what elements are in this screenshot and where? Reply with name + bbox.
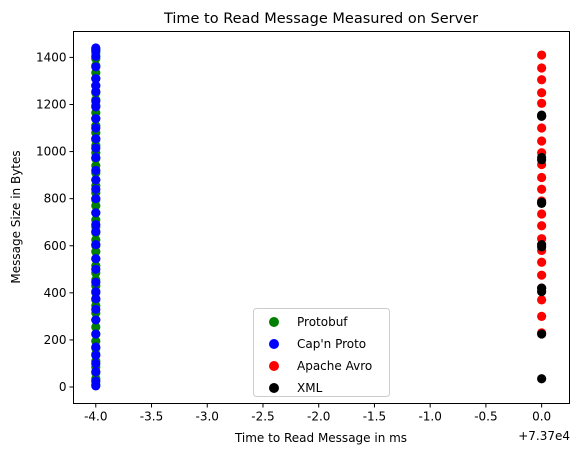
point-1-11	[91, 277, 101, 287]
x-tick-label: -0.5	[474, 410, 497, 424]
x-tick-label: -1.5	[363, 410, 386, 424]
legend-label: Cap'n Proto	[297, 337, 366, 351]
y-tick-label: 600	[44, 239, 67, 253]
point-1-22	[91, 152, 101, 163]
point-2-19	[537, 88, 547, 98]
point-1-6	[91, 329, 101, 339]
point-2-16	[537, 123, 547, 133]
point-1-24	[91, 134, 101, 144]
data-points	[91, 43, 547, 391]
y-tick-label: 0	[59, 380, 67, 394]
x-tick-label: 0.0	[532, 410, 551, 424]
x-offset-text: +7.37e4	[518, 429, 570, 443]
y-axis-label: Message Size in Bytes	[9, 150, 23, 283]
point-1-31	[91, 73, 101, 84]
legend-marker	[269, 383, 279, 393]
x-tick-label: -4.0	[84, 410, 107, 424]
point-1-13	[91, 254, 101, 264]
point-2-4	[537, 270, 547, 280]
y-axis: 0 200 400 600 800 1000 1200 1400	[36, 50, 74, 394]
point-1-3	[91, 358, 101, 369]
point-2-18	[537, 98, 547, 108]
point-1-26	[91, 114, 101, 124]
point-1-8	[91, 304, 101, 314]
point-3-7	[537, 197, 547, 207]
point-1-30	[91, 81, 101, 91]
point-2-22	[537, 50, 547, 60]
y-tick-label: 1400	[36, 50, 67, 64]
x-axis: -4.0 -3.5 -3.0 -2.5 -2.0 -1.5 -1.0 -0.5 0.0	[84, 403, 551, 424]
point-2-2	[537, 295, 547, 305]
point-1-1	[91, 376, 101, 386]
point-1-12	[91, 264, 101, 274]
point-1-28	[91, 96, 101, 106]
point-1-5	[91, 342, 101, 352]
plot-frame	[73, 31, 570, 404]
point-0-9	[91, 322, 101, 332]
legend: Protobuf Cap'n Proto Apache Avro XML	[253, 308, 390, 397]
point-2-15	[537, 136, 547, 146]
point-3-5	[537, 239, 547, 250]
legend-label: Protobuf	[297, 315, 348, 329]
legend-marker	[269, 317, 279, 327]
point-1-35	[91, 43, 101, 53]
y-tick-label: 1000	[36, 145, 67, 159]
point-2-12	[537, 172, 547, 183]
legend-box	[253, 308, 390, 397]
legend-marker	[269, 361, 279, 371]
point-2-11	[537, 184, 547, 194]
x-axis-label: Time to Read Message in ms	[234, 431, 407, 445]
point-1-4	[91, 350, 101, 360]
point-1-9	[91, 294, 101, 304]
point-1-7	[91, 315, 101, 325]
point-2-21	[537, 63, 547, 73]
point-2-1	[537, 311, 547, 321]
point-2-8	[537, 221, 547, 231]
point-1-18	[91, 194, 101, 204]
point-2-20	[537, 75, 547, 85]
y-tick-label: 200	[44, 333, 67, 347]
point-1-19	[91, 184, 101, 194]
x-tick-label: -2.0	[307, 410, 330, 424]
point-3-0	[537, 374, 547, 384]
y-tick-label: 800	[44, 192, 67, 206]
chart-title: Time to Read Message Measured on Server	[163, 11, 478, 27]
point-1-16	[91, 219, 101, 230]
x-tick-label: -2.5	[251, 410, 274, 424]
point-3-1	[537, 329, 547, 339]
x-tick-label: -3.0	[196, 410, 219, 424]
point-2-9	[537, 209, 547, 219]
point-3-3	[537, 283, 547, 293]
point-1-2	[91, 367, 101, 377]
point-3-11	[537, 110, 547, 120]
point-3-9	[537, 152, 547, 163]
point-1-21	[91, 165, 101, 176]
point-1-25	[91, 123, 101, 133]
y-tick-label: 400	[44, 286, 67, 300]
point-1-15	[91, 227, 101, 237]
legend-marker	[269, 339, 279, 349]
point-1-23	[91, 143, 101, 153]
point-2-5	[537, 257, 547, 267]
legend-label: Apache Avro	[297, 359, 372, 373]
point-1-32	[91, 62, 101, 72]
point-1-17	[91, 208, 101, 218]
x-tick-label: -1.0	[418, 410, 441, 424]
point-1-10	[91, 287, 101, 297]
x-tick-label: -3.5	[140, 410, 163, 424]
point-1-20	[91, 175, 101, 185]
legend-label: XML	[297, 381, 323, 395]
point-1-14	[91, 239, 101, 250]
y-tick-label: 1200	[36, 97, 67, 111]
